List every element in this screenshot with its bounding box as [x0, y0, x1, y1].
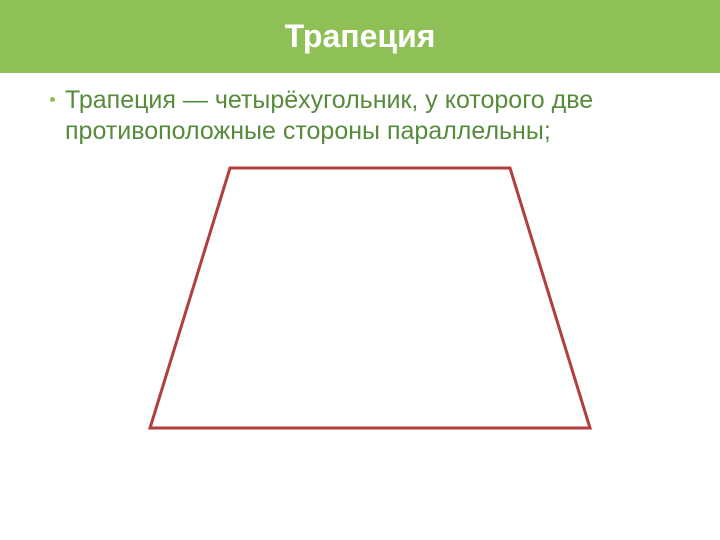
- slide-content: Трапеция — четырёхугольник, у которого д…: [0, 73, 720, 438]
- slide-header: Трапеция: [0, 0, 720, 73]
- definition-item: Трапеция — четырёхугольник, у которого д…: [50, 85, 670, 148]
- trapezoid-diagram: [110, 158, 610, 438]
- bullet-icon: [50, 97, 55, 102]
- diagram-container: [50, 158, 670, 438]
- definition-text: Трапеция — четырёхугольник, у которого д…: [65, 85, 670, 148]
- slide-title: Трапеция: [0, 18, 720, 55]
